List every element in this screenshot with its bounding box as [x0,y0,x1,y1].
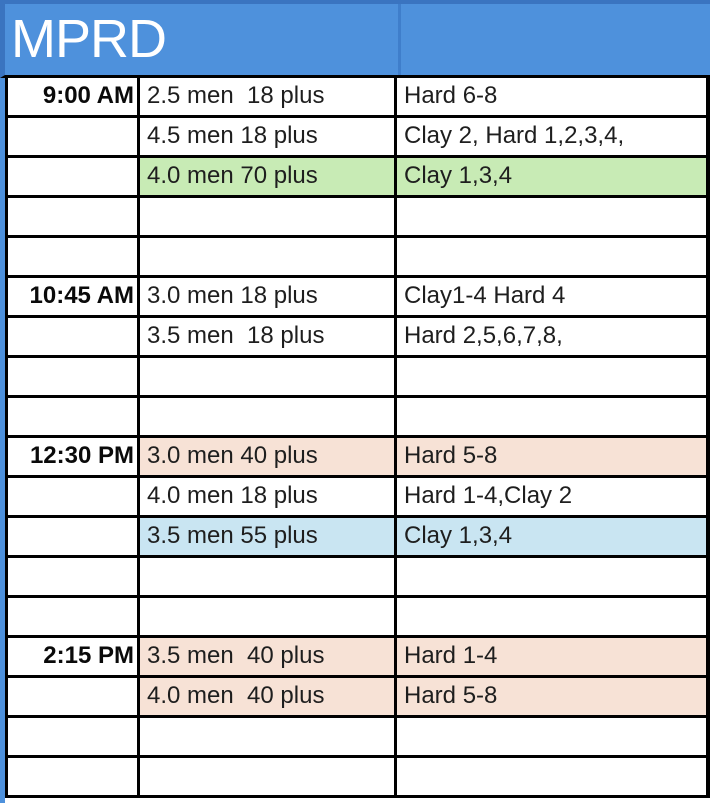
courts-cell[interactable]: Clay 1,3,4 [397,518,710,555]
courts-cell[interactable]: Clay 1,3,4 [397,158,710,195]
table-row [8,238,710,278]
time-cell[interactable] [8,598,140,635]
group-cell[interactable]: 4.0 men 70 plus [140,158,397,195]
group-cell[interactable]: 3.0 men 40 plus [140,438,397,475]
table-row: 4.0 men 70 plus Clay 1,3,4 [8,158,710,198]
group-cell[interactable] [140,558,397,595]
courts-cell[interactable] [397,238,710,275]
table-row: 3.5 men 18 plus Hard 2,5,6,7,8, [8,318,710,358]
courts-cell[interactable] [397,718,710,755]
sheet-header[interactable]: MPRD [0,0,710,78]
courts-cell[interactable]: Hard 2,5,6,7,8, [397,318,710,355]
time-cell[interactable] [8,398,140,435]
courts-cell[interactable]: Hard 5-8 [397,678,710,715]
time-cell[interactable] [8,198,140,235]
left-blue-strip [0,78,5,803]
courts-cell[interactable]: Hard 1-4,Clay 2 [397,478,710,515]
header-column-divider [398,4,401,75]
courts-cell[interactable] [397,598,710,635]
time-cell[interactable] [8,518,140,555]
group-cell[interactable]: 3.0 men 18 plus [140,278,397,315]
table-row: 2:15 PM 3.5 men 40 plus Hard 1-4 [8,638,710,678]
group-cell[interactable]: 4.5 men 18 plus [140,118,397,155]
time-cell[interactable] [8,478,140,515]
time-cell[interactable] [8,758,140,795]
table-row: 9:00 AM 2.5 men 18 plus Hard 6-8 [8,78,710,118]
courts-cell[interactable] [397,758,710,795]
group-cell[interactable] [140,598,397,635]
courts-cell[interactable]: Hard 5-8 [397,438,710,475]
courts-cell[interactable] [397,398,710,435]
courts-cell[interactable]: Hard 6-8 [397,78,710,115]
time-cell[interactable]: 2:15 PM [8,638,140,675]
time-cell[interactable] [8,558,140,595]
group-cell[interactable]: 3.5 men 18 plus [140,318,397,355]
table-row [8,718,710,758]
table-row: 10:45 AM 3.0 men 18 plus Clay1-4 Hard 4 [8,278,710,318]
table-row [8,558,710,598]
sheet-body-wrap: 9:00 AM 2.5 men 18 plus Hard 6-8 4.5 men… [0,78,710,803]
time-cell[interactable] [8,358,140,395]
table-row [8,758,710,798]
group-cell[interactable]: 2.5 men 18 plus [140,78,397,115]
courts-cell[interactable]: Clay 2, Hard 1,2,3,4, [397,118,710,155]
table-row: 4.0 men 40 plus Hard 5-8 [8,678,710,718]
group-cell[interactable]: 3.5 men 40 plus [140,638,397,675]
time-cell[interactable] [8,118,140,155]
courts-cell[interactable] [397,198,710,235]
table-row: 3.5 men 55 plus Clay 1,3,4 [8,518,710,558]
courts-cell[interactable] [397,358,710,395]
group-cell[interactable]: 3.5 men 55 plus [140,518,397,555]
courts-cell[interactable] [397,558,710,595]
courts-cell[interactable]: Clay1-4 Hard 4 [397,278,710,315]
table-row [8,398,710,438]
group-cell[interactable] [140,398,397,435]
time-cell[interactable]: 10:45 AM [8,278,140,315]
table-row: 4.0 men 18 plus Hard 1-4,Clay 2 [8,478,710,518]
page-title: MPRD [11,9,167,69]
courts-cell[interactable]: Hard 1-4 [397,638,710,675]
group-cell[interactable] [140,358,397,395]
time-cell[interactable] [8,318,140,355]
group-cell[interactable] [140,238,397,275]
group-cell[interactable]: 4.0 men 40 plus [140,678,397,715]
group-cell[interactable] [140,198,397,235]
group-cell[interactable] [140,718,397,755]
table-row: 12:30 PM 3.0 men 40 plus Hard 5-8 [8,438,710,478]
time-cell[interactable]: 12:30 PM [8,438,140,475]
table-row: 4.5 men 18 plus Clay 2, Hard 1,2,3,4, [8,118,710,158]
table-row [8,598,710,638]
time-cell[interactable] [8,238,140,275]
time-cell[interactable] [8,158,140,195]
time-cell[interactable] [8,718,140,755]
table-row [8,198,710,238]
sheet-body: 9:00 AM 2.5 men 18 plus Hard 6-8 4.5 men… [5,78,710,798]
group-cell[interactable] [140,758,397,795]
table-row [8,358,710,398]
time-cell[interactable] [8,678,140,715]
time-cell[interactable]: 9:00 AM [8,78,140,115]
group-cell[interactable]: 4.0 men 18 plus [140,478,397,515]
